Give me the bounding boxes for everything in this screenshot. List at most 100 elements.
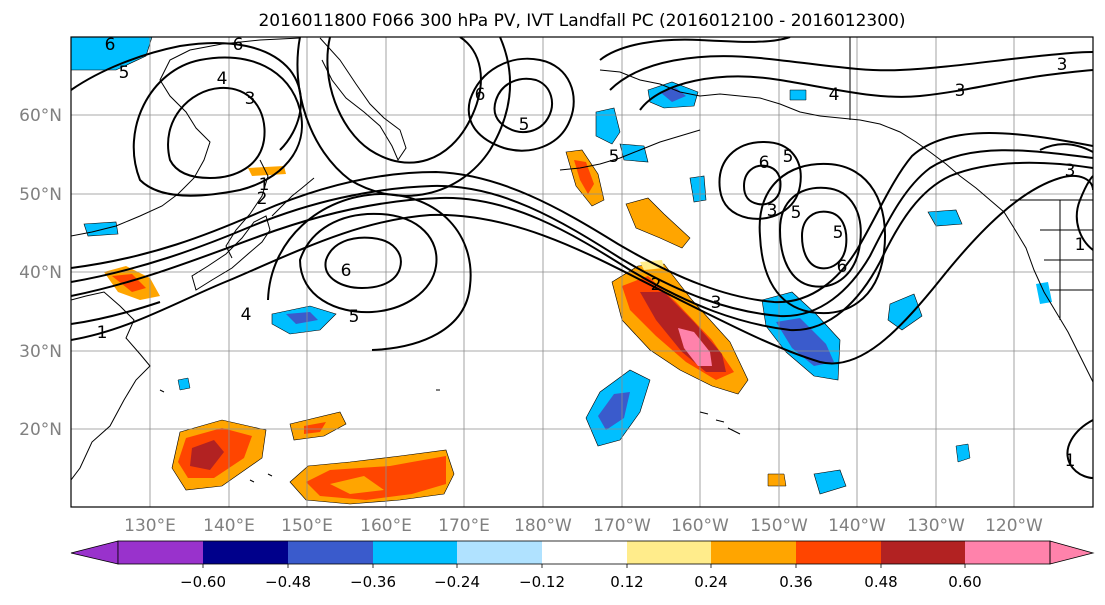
contour-label: 6 — [105, 35, 116, 55]
sea-of-okhotsk — [225, 159, 269, 259]
pv-contour-1 — [71, 174, 1093, 365]
pv-arc-gulf-alaska-2 — [609, 51, 1093, 91]
pv-ridge-north — [326, 37, 482, 164]
lon-label: 160°W — [671, 516, 729, 536]
alaska-south-coast — [819, 115, 1093, 383]
contour-label: 2 — [257, 189, 268, 209]
colorbar-segment — [965, 541, 1050, 564]
colorbar-tick-label: −0.60 — [180, 573, 226, 591]
aleutian-chain — [559, 129, 701, 171]
ivt-neg-asia — [83, 221, 119, 237]
pv-contour-4 — [71, 132, 1093, 304]
colorbar-tick-label: 0.12 — [610, 573, 643, 591]
contour-label: 6 — [837, 257, 848, 277]
ivt-patch-west-tropics-darkred — [190, 440, 224, 470]
colorbar-frame — [117, 540, 1051, 565]
japan — [191, 215, 271, 291]
colorbar-tick-label: 0.60 — [948, 573, 981, 591]
ivt-patch-asia-coast-core — [112, 274, 146, 292]
pv-contours — [71, 37, 1093, 479]
kuril-islands — [271, 177, 315, 217]
us-states — [1040, 200, 1093, 320]
contour-label: 6 — [475, 85, 486, 105]
lat-label: 40°N — [19, 263, 62, 283]
colorbar-segment — [288, 541, 373, 564]
ivt-neg-aleutians — [595, 107, 621, 145]
pv-ridge-west — [132, 56, 303, 197]
lon-label: 180°W — [514, 516, 572, 536]
colorbar-extend-low — [70, 540, 119, 565]
map-frame — [70, 36, 1094, 508]
contour-label: 3 — [245, 89, 256, 109]
ivt-neg-alaska-small — [789, 89, 807, 101]
pv-contour-2 — [71, 161, 1093, 332]
contour-label: 1 — [1065, 451, 1076, 471]
lat-label: 20°N — [19, 420, 62, 440]
pv-contour-labels: 6 6 5 4 3 1 2 6 5 6 5 5 4 3 6 5 5 6 2 3 — [97, 35, 1086, 471]
colorbar-tick-labels: −0.60 −0.48 −0.36 −0.24 −0.12 0.12 0.24 … — [180, 573, 982, 591]
colorbar-segment — [881, 541, 965, 564]
contour-label: 4 — [829, 85, 840, 105]
ivt-neg-125w-35n — [887, 293, 923, 331]
contour-label: 5 — [519, 115, 530, 135]
contour-label: 5 — [833, 223, 844, 243]
pv-low-180-inner — [493, 77, 553, 134]
lat-label: 50°N — [19, 185, 62, 205]
colorbar-tick-label: −0.48 — [265, 573, 311, 591]
colorbar-segment — [796, 541, 881, 564]
contour-label: 3 — [955, 81, 966, 101]
colorbar-segment — [118, 541, 203, 564]
graticule — [71, 37, 1093, 507]
lon-label: 170°W — [593, 516, 651, 536]
pv-trough-150e-inner — [324, 236, 402, 290]
pv-ridge-northwest — [71, 42, 302, 151]
ivt-neg-130w-20n — [955, 443, 971, 463]
colorbar: −0.60 −0.48 −0.36 −0.24 −0.12 0.12 0.24 … — [70, 540, 1095, 591]
hawaii — [699, 411, 741, 435]
contour-label: 4 — [241, 305, 252, 325]
contour-label: 6 — [233, 35, 244, 55]
ivt-patch-160w — [625, 197, 691, 249]
pv-ne-pacific-low-inner — [800, 210, 848, 270]
contour-label: 6 — [759, 153, 770, 173]
lon-label: 170°E — [438, 516, 490, 536]
colorbar-segment — [203, 541, 288, 564]
contour-label: 5 — [783, 147, 794, 167]
ivt-patch-180w-20n-ring — [640, 260, 664, 270]
contour-label: 4 — [217, 69, 228, 89]
colorbar-tick-label: −0.24 — [434, 573, 480, 591]
lon-label: 150°E — [281, 516, 333, 536]
lon-label: 130°W — [907, 516, 965, 536]
asia-northeast-coast — [71, 37, 301, 237]
colorbar-ticks — [202, 564, 966, 568]
alaska-west-coast — [599, 69, 821, 117]
latitude-labels: 60°N 50°N 40°N 30°N 20°N — [19, 106, 62, 440]
colorbar-tick-label: 0.48 — [864, 573, 897, 591]
lon-label: 120°W — [985, 516, 1043, 536]
colorbar-extend-high — [1049, 540, 1095, 565]
pv-west-lower — [71, 301, 161, 325]
contour-label: 3 — [1065, 161, 1076, 181]
contour-label: 5 — [791, 203, 802, 223]
ivt-patch-tropics-band-light — [330, 476, 384, 494]
ivt-patch-150w-small — [767, 473, 787, 487]
lon-label: 160°E — [360, 516, 412, 536]
contour-label: 6 — [341, 261, 352, 281]
contour-label: 1 — [1075, 235, 1086, 255]
pv-ne-pacific-low-outer — [758, 162, 886, 314]
pv-east-ridge — [1075, 175, 1093, 251]
contour-label: 5 — [119, 63, 130, 83]
colorbar-tick-label: 0.24 — [694, 573, 727, 591]
ivt-plume-main-pink — [678, 328, 712, 366]
coastlines — [71, 37, 1093, 483]
colorbar-segment — [373, 541, 457, 564]
colorbar-tick-label: −0.36 — [350, 573, 396, 591]
pv-ridge-north-2 — [296, 37, 511, 197]
tropical-islands — [159, 389, 440, 483]
colorbar-tick-label: −0.12 — [519, 573, 565, 591]
asia-coast — [71, 291, 151, 481]
lat-label: 60°N — [19, 106, 62, 126]
contour-label: 3 — [1057, 55, 1068, 75]
pv-contour-3 — [71, 149, 1093, 318]
